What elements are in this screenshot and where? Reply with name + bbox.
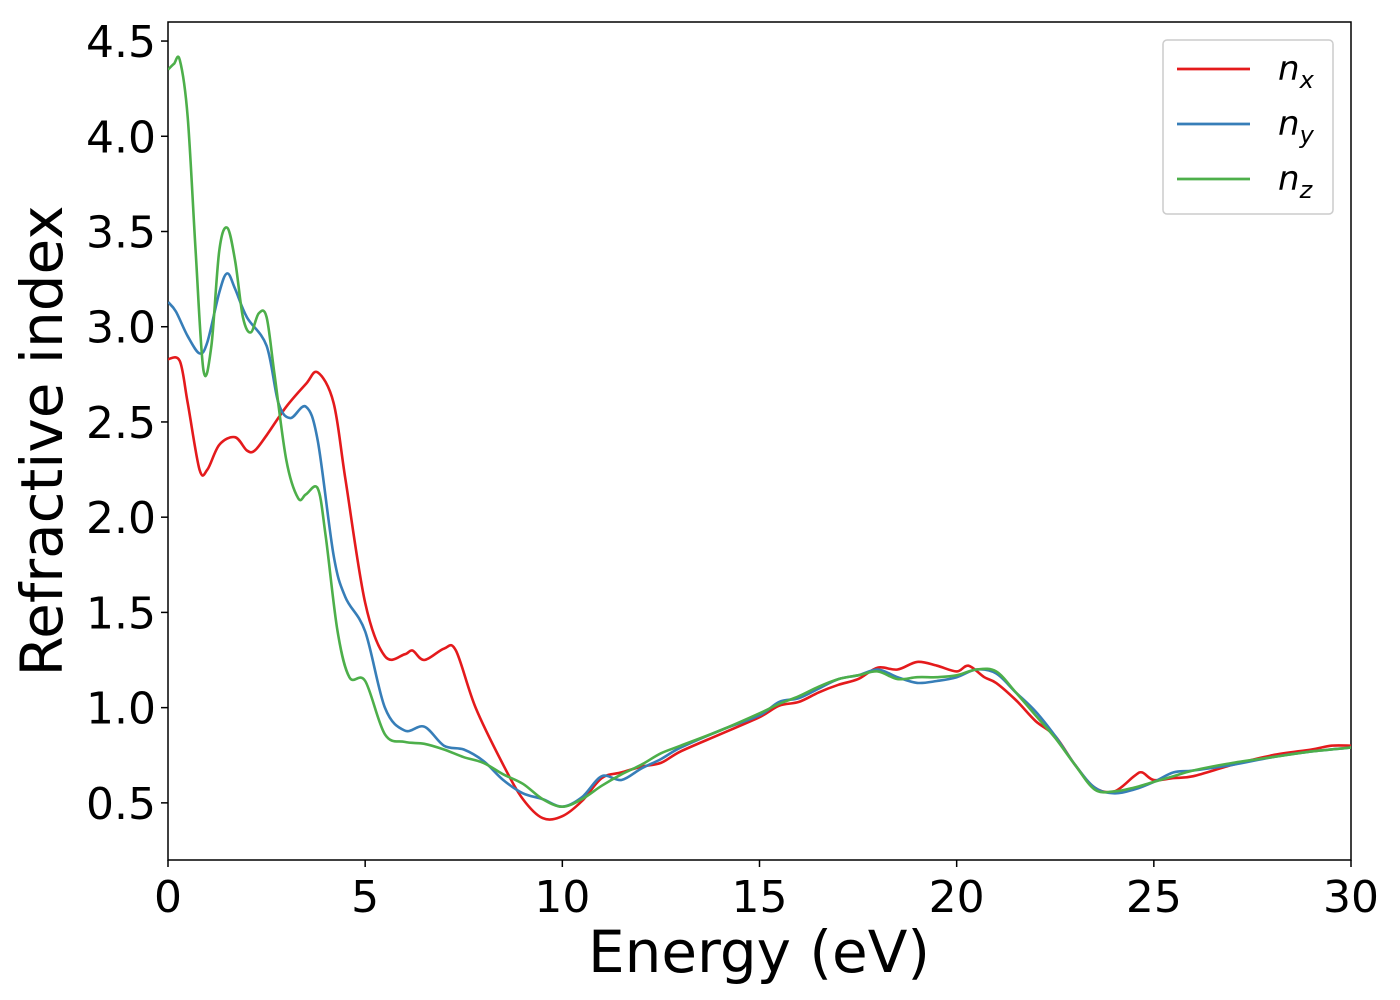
y-tick-label: 2.5 bbox=[86, 398, 156, 449]
y-tick-label: 2.0 bbox=[86, 493, 156, 544]
y-tick-label: 4.5 bbox=[86, 17, 156, 68]
x-tick-label: 10 bbox=[534, 872, 590, 923]
legend-label-nx: nx bbox=[1278, 49, 1315, 94]
y-tick-label: 3.5 bbox=[86, 208, 156, 259]
x-tick-label: 30 bbox=[1323, 872, 1379, 923]
x-tick-label: 20 bbox=[929, 872, 985, 923]
x-tick-label: 0 bbox=[154, 872, 182, 923]
series-layer bbox=[168, 55, 1351, 821]
plot-area bbox=[167, 21, 1352, 861]
y-tick-label: 1.5 bbox=[86, 588, 156, 639]
legend-box bbox=[1162, 39, 1334, 215]
x-tick-label: 15 bbox=[732, 872, 788, 923]
y-tick-label: 3.0 bbox=[86, 303, 156, 354]
y-tick-label: 0.5 bbox=[86, 779, 156, 830]
x-tick-label: 5 bbox=[351, 872, 379, 923]
series-line-nz bbox=[168, 55, 1351, 808]
y-tick-label: 4.0 bbox=[86, 112, 156, 163]
x-axis-label: Energy (eV) bbox=[588, 918, 930, 986]
tick-layer: 0 5 10 15 20 25 30 0.5 1.0 1.5 2.0 2.5 3.0 3.5 4.0 4.5 bbox=[86, 17, 1379, 923]
y-axis-label: Refractive index bbox=[8, 205, 76, 676]
y-tick-label: 1.0 bbox=[86, 684, 156, 735]
x-tick-label: 25 bbox=[1126, 872, 1182, 923]
